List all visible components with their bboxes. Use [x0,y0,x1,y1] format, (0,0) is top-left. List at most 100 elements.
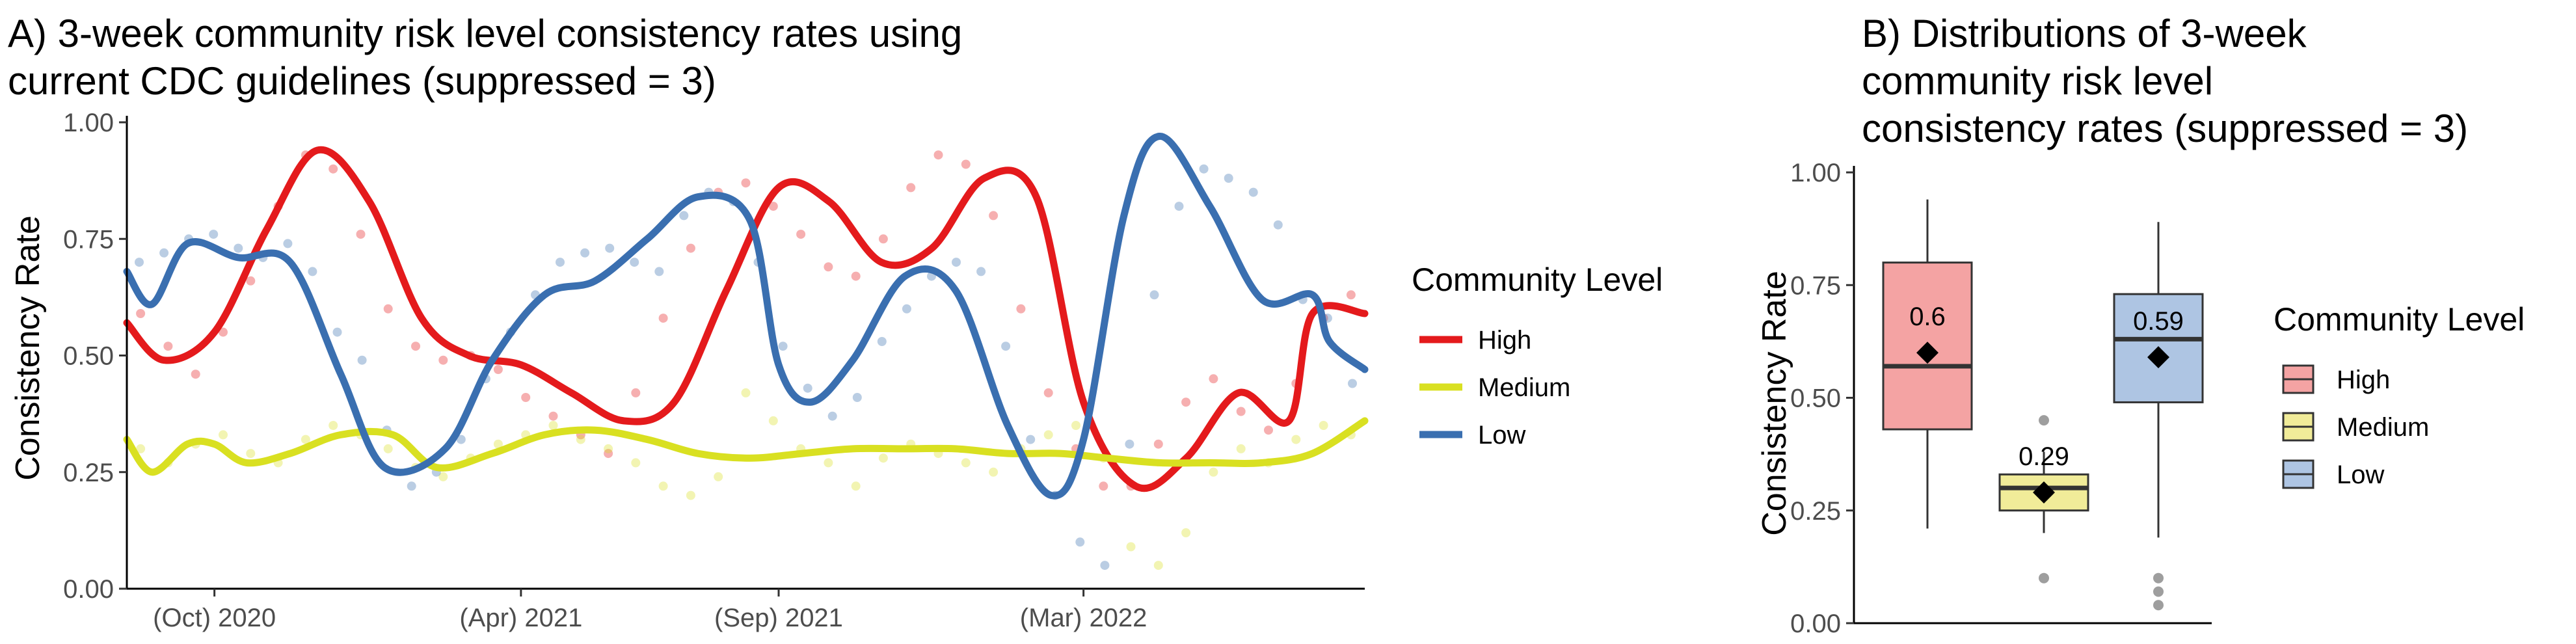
data-point-medium [576,435,585,444]
chart-b-title-line-1: B) Distributions of 3-week [1862,12,2307,55]
data-point-medium [714,472,723,481]
data-point-low [580,248,590,258]
data-point-medium [301,435,310,444]
data-point-low [1100,561,1110,570]
y-tick-label: 0.75 [1790,271,1841,300]
data-point-medium [1291,435,1301,444]
smooth-lines [123,133,1369,500]
data-point-high [796,230,806,239]
data-point-medium [1209,467,1218,477]
data-point-low [1199,164,1209,174]
data-point-medium [1043,430,1053,440]
outlier-point-low [2153,572,2164,584]
legend-label-medium: Medium [2337,413,2429,442]
legend-label-high: High [1478,326,1531,355]
data-point-medium [438,472,448,481]
y-tick-label: 0.50 [63,342,114,371]
legend-title: Community Level [2274,301,2525,338]
y-tick-label: 0.25 [1790,497,1841,526]
data-point-high [438,355,448,365]
data-point-low [679,211,689,221]
data-point-high [961,159,971,169]
chart-a-y-axis-title: Consistency Rate [9,215,47,481]
data-point-medium [1181,528,1191,537]
data-point-medium [493,439,503,449]
y-tick-label: 0.50 [1790,384,1841,413]
data-point-high [1016,304,1026,314]
data-point-medium [1126,542,1136,552]
data-point-high [548,411,558,421]
data-point-low [1075,537,1085,547]
data-point-medium [383,444,393,453]
data-point-medium [1319,421,1328,430]
data-point-medium [548,421,558,430]
data-point-low [976,267,986,276]
legend-label-low: Low [2337,461,2384,489]
y-tick-label: 1.00 [1790,159,1841,187]
data-point-medium [658,481,668,491]
mean-label-medium: 0.29 [2019,442,2069,471]
data-point-high [1043,388,1053,397]
box-plots: 0.6 0.29 0.59 [1882,199,2204,611]
data-point-medium [686,490,695,500]
data-point-medium [1236,444,1246,453]
outlier-point-low [2153,600,2164,611]
x-tick-label: (Apr) 2021 [459,604,582,632]
data-point-high [658,314,668,323]
y-tick-label: 0.25 [63,459,114,487]
outlier-point-medium [2039,572,2049,584]
data-point-low [1174,202,1184,211]
data-point-high [824,262,833,272]
line-chart-panel: A) 3-week community risk level consisten… [8,12,1663,632]
data-point-medium [989,467,999,477]
data-point-medium [878,453,888,463]
data-point-low [1149,290,1159,300]
box-plot-panel: B) Distributions of 3-week community ris… [1756,12,2525,638]
data-point-low [556,258,565,267]
chart-a-title-line-2: current CDC guidelines (suppressed = 3) [8,59,716,103]
data-point-high [1153,439,1163,449]
data-point-high [741,178,751,188]
data-point-high [493,365,503,374]
x-tick-label: (Mar) 2022 [1020,604,1147,632]
data-point-low [1273,220,1283,230]
data-point-high [191,369,200,379]
data-point-medium [604,444,613,453]
data-point-high [851,271,861,281]
chart-b-title-line-2: community risk level [1862,59,2213,103]
chart-a-legend: Community Level High Medium Low [1412,262,1663,449]
data-point-high [521,393,531,402]
chart-b-axes: 0.00 0.25 0.50 0.75 1.00 [1790,159,2212,638]
data-point-high [1209,374,1218,384]
data-point-low [902,304,911,314]
data-point-high [329,164,338,174]
mean-label-low: 0.59 [2133,307,2184,336]
data-point-medium [961,458,971,468]
data-point-medium [851,481,861,491]
legend-label-high: High [2337,366,2390,394]
data-point-low [1348,379,1357,388]
data-point-medium [246,449,256,459]
data-point-high [411,342,420,351]
data-point-low [1224,174,1233,183]
data-point-high [136,309,146,318]
data-point-high [604,449,613,459]
data-point-high [878,234,888,244]
data-point-low [135,258,144,267]
data-point-medium [741,388,751,397]
data-point-high [1236,407,1246,416]
chart-a-axes: 0.00 0.25 0.50 0.75 1.00 (Oct) 2020 (Apr) 2021… [63,109,1365,632]
x-tick-label: (Oct) 2020 [153,604,276,632]
legend-label-low: Low [1478,421,1525,449]
data-point-high [1264,425,1273,435]
outlier-point-low [2153,586,2164,597]
data-point-high [246,276,256,286]
data-point-low [952,258,961,267]
data-point-low [159,248,169,258]
data-point-low [308,267,317,276]
y-tick-label: 0.00 [1790,610,1841,638]
data-point-low [209,230,219,239]
data-point-high [219,327,228,337]
data-point-low [357,355,367,365]
data-point-medium [1153,561,1163,570]
